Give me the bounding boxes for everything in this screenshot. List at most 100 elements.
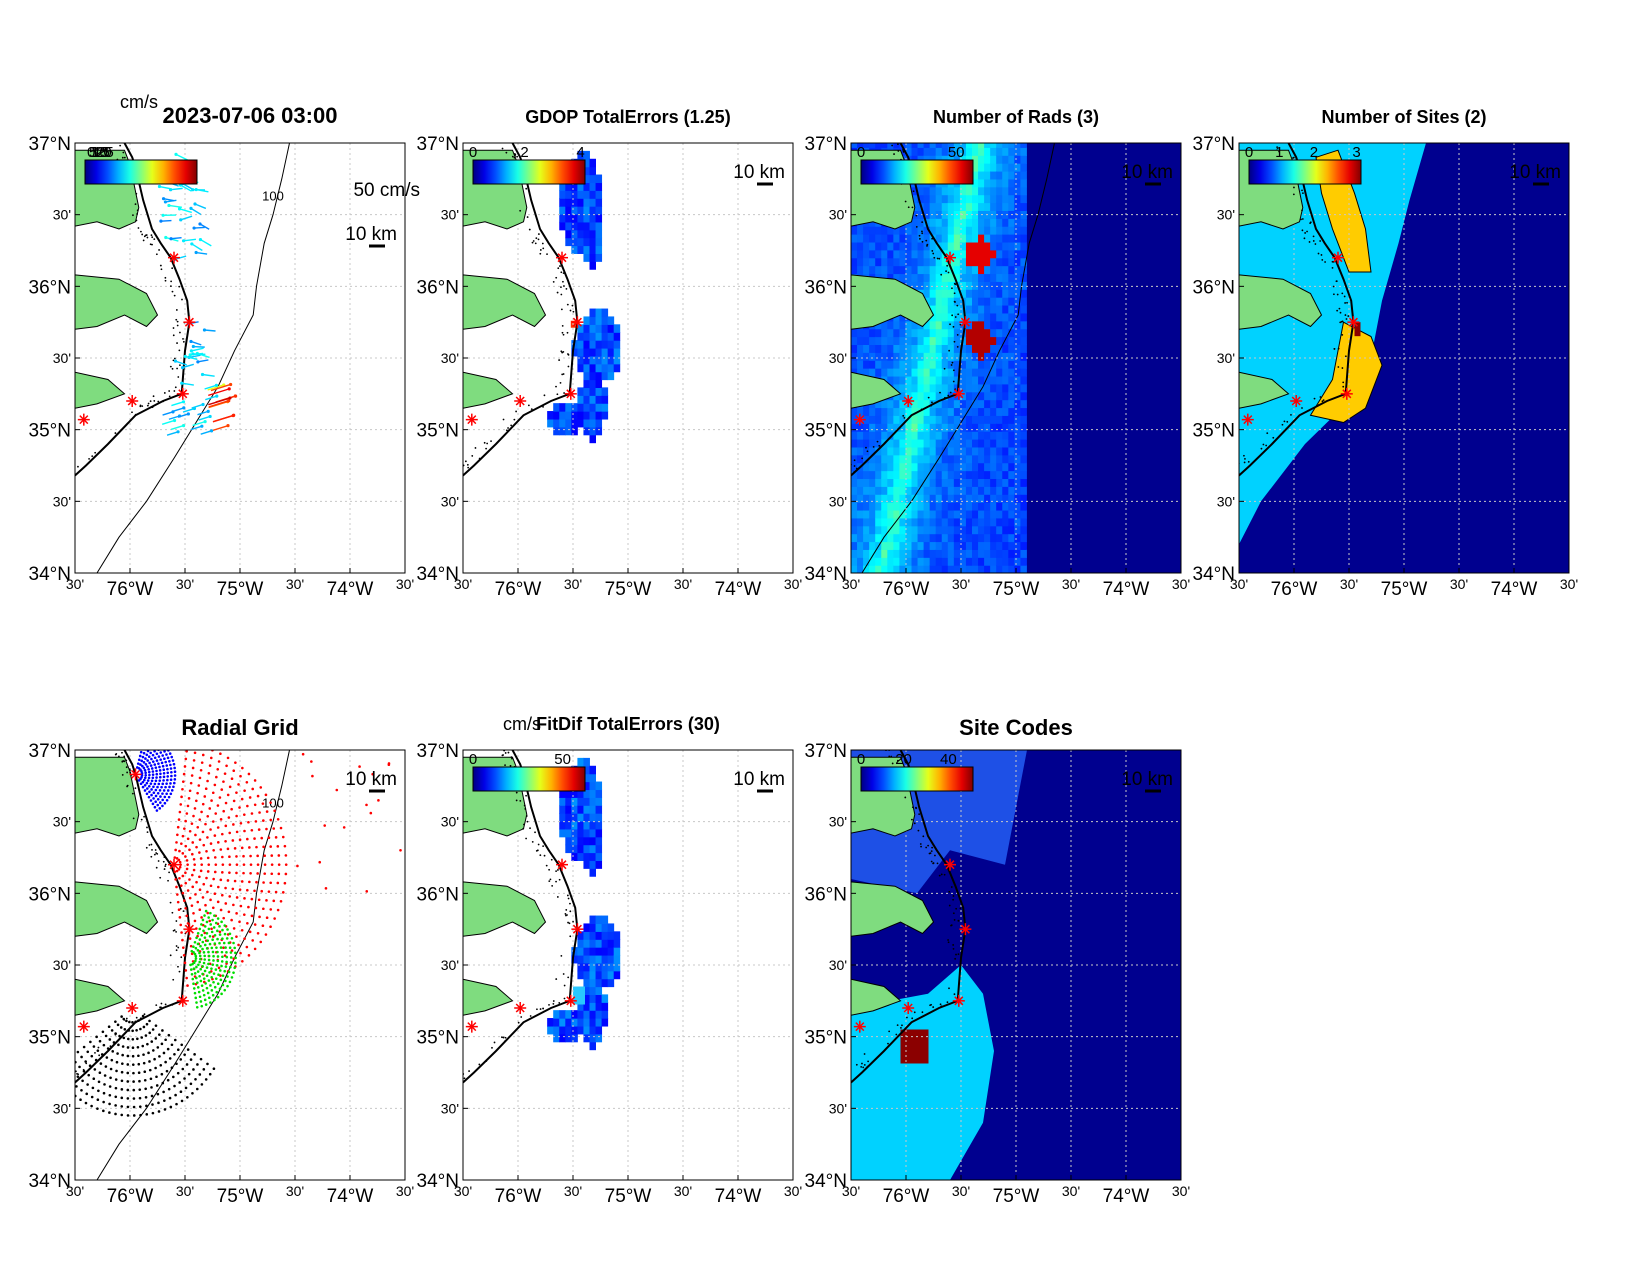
rads-cell (978, 218, 985, 227)
coast-dot (173, 327, 175, 329)
rads-cell (881, 463, 888, 472)
rads-cell (1008, 187, 1015, 196)
coast-dot (854, 465, 856, 467)
coast-dot (1304, 232, 1306, 234)
rads-cell (869, 258, 876, 267)
rads-cell (978, 526, 985, 535)
rads-cell (942, 549, 949, 558)
radial-grid-point (195, 881, 198, 884)
coast-dot (542, 845, 544, 847)
radial-grid-point (159, 1064, 162, 1067)
rads-cell (990, 431, 997, 440)
radial-grid-point (97, 1089, 100, 1092)
coast-dot (840, 1078, 842, 1080)
radial-grid-point (97, 1098, 100, 1101)
rads-cell (881, 557, 888, 566)
rads-cell (918, 329, 925, 338)
gdop-cell (559, 427, 566, 436)
site-marker (126, 395, 138, 407)
radial-grid-point (202, 831, 205, 834)
radial-grid-point (232, 823, 235, 826)
lat-tick-label: 34°N (1193, 564, 1235, 585)
radial-grid-point (220, 848, 223, 851)
coast-dot (854, 459, 856, 461)
rads-cell (948, 565, 955, 574)
rads-cell (924, 392, 931, 401)
radial-grid-point (155, 789, 158, 792)
radial-grid-point (184, 962, 187, 965)
rads-cell (912, 549, 919, 558)
rads-cell (942, 478, 949, 487)
coast-dot (957, 334, 959, 336)
radial-grid-point (126, 1063, 129, 1066)
gdop-cell (590, 167, 597, 176)
radial-grid-point (146, 1023, 149, 1026)
coast-dot (557, 896, 559, 898)
gdop-cell (571, 419, 578, 428)
rads-cell (936, 187, 943, 196)
gdop-cell (602, 316, 609, 325)
rads-cell (984, 502, 991, 511)
rads-cell (972, 337, 979, 346)
fitdif-cell (596, 845, 603, 854)
rads-cell (851, 360, 858, 369)
coast-dot (561, 352, 563, 354)
radial-grid-point (81, 1080, 84, 1083)
radial-grid-point (135, 1029, 138, 1032)
radial-grid-point (150, 799, 153, 802)
radial-grid-point (201, 984, 204, 987)
rads-cell (924, 202, 931, 211)
rads-cell (1020, 344, 1027, 353)
current-vector-head (182, 239, 185, 242)
radial-grid-point (265, 899, 268, 902)
current-vector (201, 431, 212, 434)
rads-cell (1020, 392, 1027, 401)
radial-grid-point (216, 938, 219, 941)
rads-cell (918, 337, 925, 346)
coast-dot (518, 1022, 520, 1024)
coast-dot (915, 215, 917, 217)
site-marker (177, 995, 189, 1007)
radial-grid-point (221, 894, 224, 897)
radial-grid-point (221, 856, 224, 859)
radial-grid-point (277, 818, 280, 821)
rads-cell (893, 329, 900, 338)
coast-dot (77, 1073, 79, 1075)
coast-dot (1272, 437, 1274, 439)
radial-grid-point (229, 946, 232, 949)
coast-dot (126, 772, 128, 774)
radial-grid-point (142, 756, 145, 759)
lon-tick-label: 75°W (993, 579, 1040, 600)
fitdif-cell (559, 813, 566, 822)
coast-dot (1286, 421, 1288, 423)
rads-cell (893, 557, 900, 566)
radial-grid-point (206, 815, 209, 818)
radial-grid-point (254, 803, 257, 806)
rads-cell (1002, 289, 1009, 298)
radial-grid-point (234, 952, 237, 955)
coast-dot (912, 806, 914, 808)
coast-dot (115, 753, 117, 755)
radial-grid-point (185, 977, 188, 980)
coast-dot (467, 467, 469, 469)
radial-grid-point (256, 855, 259, 858)
gdop-cell (565, 230, 572, 239)
radial-grid-point (208, 920, 211, 923)
radial-grid-point (192, 767, 195, 770)
scale-distance-label: 10 km (1121, 769, 1173, 790)
radial-grid-point (158, 1055, 161, 1058)
rads-cell (948, 518, 955, 527)
coast-dot (932, 1006, 934, 1008)
rads-cell (893, 266, 900, 275)
rads-cell (899, 557, 906, 566)
radial-grid-point (133, 1106, 136, 1109)
coast-dot (536, 408, 538, 410)
rads-cell (1020, 171, 1027, 180)
radial-grid-point (241, 767, 244, 770)
radial-grid-point (161, 762, 164, 765)
fitdif-cell (590, 860, 597, 869)
fitdif-cell (583, 1026, 590, 1035)
radial-grid-point (152, 744, 155, 747)
rads-cell (1008, 431, 1015, 440)
